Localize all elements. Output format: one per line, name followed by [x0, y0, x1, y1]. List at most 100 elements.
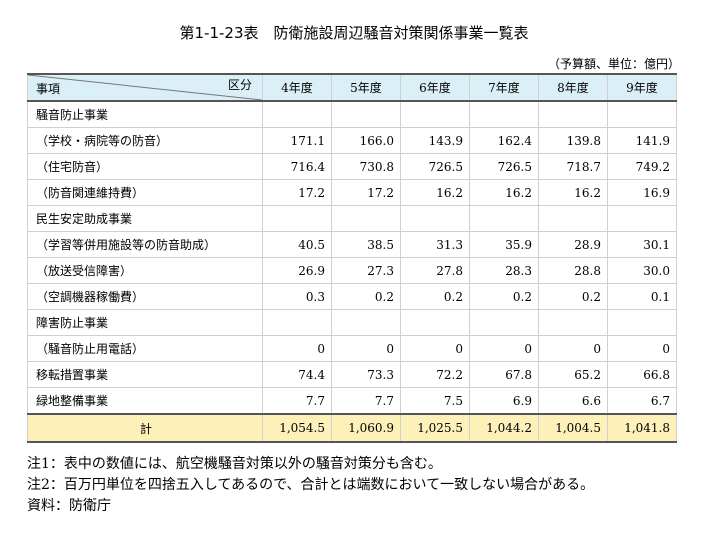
value-cell: 171.1	[262, 127, 332, 154]
row-label: 緑地整備事業	[27, 387, 263, 415]
row-label: 騒音防止事業	[27, 101, 263, 128]
source-line: 資料：防衛庁	[27, 498, 111, 514]
value-cell: 139.8	[538, 127, 608, 154]
table-title: 第1-1-23表 防衛施設周辺騒音対策関係事業一覧表	[179, 24, 529, 42]
table-row: （防音関連維持費） 17.2 17.2 16.2 16.2 16.2 16.9	[27, 179, 677, 206]
total-label: 計	[27, 413, 263, 443]
corner-division-label: 区分	[227, 78, 252, 92]
value-cell	[262, 101, 332, 128]
notes: 注1：表中の数値には、航空機騒音対策以外の騒音対策分も含む。 注2：百万円単位を…	[27, 454, 594, 517]
value-cell: 17.2	[262, 179, 332, 206]
value-cell	[538, 309, 608, 336]
value-cell: 6.7	[607, 387, 677, 415]
value-cell	[607, 309, 677, 336]
value-cell: 726.5	[469, 153, 539, 180]
value-cell: 16.2	[400, 179, 470, 206]
value-cell: 0	[262, 335, 332, 362]
value-cell: 143.9	[400, 127, 470, 154]
row-label: （住宅防音）	[27, 153, 263, 180]
column-header: 8年度	[538, 73, 608, 102]
value-cell: 65.2	[538, 361, 608, 388]
value-cell	[331, 205, 401, 232]
value-cell	[469, 309, 539, 336]
value-cell	[331, 309, 401, 336]
table-row: （放送受信障害） 26.9 27.3 27.8 28.3 28.8 30.0	[27, 257, 677, 284]
column-header: 6年度	[400, 73, 470, 102]
value-cell: 6.9	[469, 387, 539, 415]
table-row: （学校・病院等の防音） 171.1 166.0 143.9 162.4 139.8 141.…	[27, 127, 677, 154]
row-label: （防音関連維持費）	[27, 179, 263, 206]
row-label: 民生安定助成事業	[27, 205, 263, 232]
value-cell: 7.7	[262, 387, 332, 415]
row-label: 障害防止事業	[27, 309, 263, 336]
corner-cell: 事項 区分	[27, 73, 263, 102]
diagonal-line	[28, 75, 262, 100]
row-label: （騒音防止用電話）	[27, 335, 263, 362]
value-cell: 7.5	[400, 387, 470, 415]
value-cell: 30.0	[607, 257, 677, 284]
table-row: 移転措置事業 74.4 73.3 72.2 67.8 65.2 66.8	[27, 361, 677, 388]
value-cell	[400, 101, 470, 128]
table-row: 騒音防止事業	[27, 101, 677, 128]
value-cell: 166.0	[331, 127, 401, 154]
value-cell: 749.2	[607, 153, 677, 180]
value-cell	[262, 309, 332, 336]
value-cell: 0.2	[400, 283, 470, 310]
value-cell: 16.9	[607, 179, 677, 206]
table-row: （住宅防音） 716.4 730.8 726.5 726.5 718.7 749.2	[27, 153, 677, 180]
total-cell: 1,041.8	[607, 413, 677, 443]
total-cell: 1,044.2	[469, 413, 539, 443]
column-header: 7年度	[469, 73, 539, 102]
value-cell: 40.5	[262, 231, 332, 258]
value-cell: 16.2	[538, 179, 608, 206]
value-cell: 31.3	[400, 231, 470, 258]
unit-label: （予算額、単位：億円）	[547, 57, 680, 71]
value-cell: 7.7	[331, 387, 401, 415]
total-cell: 1,060.9	[331, 413, 401, 443]
total-row: 計 1,054.5 1,060.9 1,025.5 1,044.2 1,004.5 1,04…	[27, 413, 677, 443]
value-cell: 0.1	[607, 283, 677, 310]
table-row: 民生安定助成事業	[27, 205, 677, 232]
total-cell: 1,025.5	[400, 413, 470, 443]
value-cell: 0.2	[331, 283, 401, 310]
value-cell	[538, 205, 608, 232]
value-cell: 0	[469, 335, 539, 362]
value-cell: 17.2	[331, 179, 401, 206]
value-cell: 0.3	[262, 283, 332, 310]
column-header: 5年度	[331, 73, 401, 102]
row-label: （学習等併用施設等の防音助成）	[27, 231, 263, 258]
value-cell: 28.3	[469, 257, 539, 284]
value-cell: 66.8	[607, 361, 677, 388]
note-line: 注1：表中の数値には、航空機騒音対策以外の騒音対策分も含む。	[27, 456, 442, 472]
value-cell: 0.2	[469, 283, 539, 310]
table-row: 障害防止事業	[27, 309, 677, 336]
value-cell: 73.3	[331, 361, 401, 388]
column-header: 4年度	[262, 73, 332, 102]
value-cell	[400, 205, 470, 232]
value-cell: 27.3	[331, 257, 401, 284]
value-cell: 0	[331, 335, 401, 362]
row-label: （学校・病院等の防音）	[27, 127, 263, 154]
value-cell: 72.2	[400, 361, 470, 388]
value-cell: 0	[607, 335, 677, 362]
value-cell: 16.2	[469, 179, 539, 206]
total-cell: 1,054.5	[262, 413, 332, 443]
table-row: （学習等併用施設等の防音助成） 40.5 38.5 31.3 35.9 28.9 30.1	[27, 231, 677, 258]
row-label: （放送受信障害）	[27, 257, 263, 284]
value-cell	[262, 205, 332, 232]
value-cell: 6.6	[538, 387, 608, 415]
value-cell: 141.9	[607, 127, 677, 154]
value-cell: 28.8	[538, 257, 608, 284]
value-cell	[607, 101, 677, 128]
table-row: （空調機器稼働費） 0.3 0.2 0.2 0.2 0.2 0.1	[27, 283, 677, 310]
header-row: 事項 区分 4年度 5年度 6年度 7年度 8年度 9年度	[27, 73, 677, 102]
value-cell: 26.9	[262, 257, 332, 284]
value-cell	[469, 101, 539, 128]
value-cell: 0.2	[538, 283, 608, 310]
value-cell: 27.8	[400, 257, 470, 284]
corner-item-label: 事項	[36, 82, 61, 96]
value-cell: 74.4	[262, 361, 332, 388]
value-cell	[607, 205, 677, 232]
row-label: （空調機器稼働費）	[27, 283, 263, 310]
value-cell: 67.8	[469, 361, 539, 388]
